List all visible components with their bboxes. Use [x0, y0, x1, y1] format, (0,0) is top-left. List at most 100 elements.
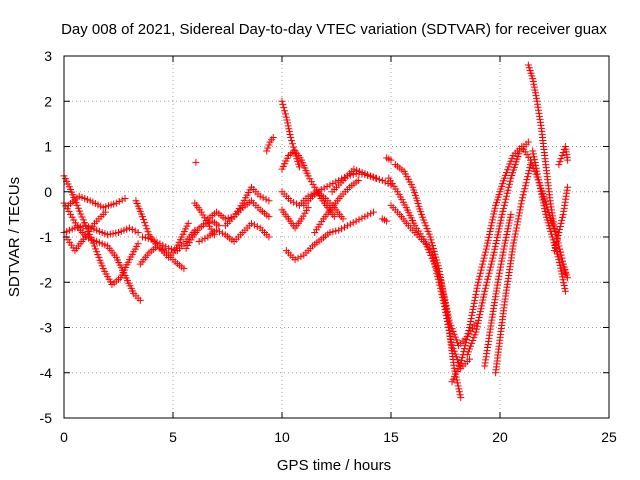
data-point — [564, 274, 572, 282]
data-point — [330, 213, 338, 221]
data-point — [477, 305, 485, 313]
series-track-31 — [481, 210, 515, 370]
data-point — [529, 150, 537, 158]
data-point — [195, 238, 203, 246]
data-point — [468, 311, 476, 319]
data-point — [429, 257, 437, 265]
x-tick-label: 5 — [169, 429, 177, 445]
series-track-23 — [328, 165, 380, 196]
data-point — [447, 339, 455, 347]
data-point — [367, 210, 375, 218]
data-point — [355, 216, 363, 224]
data-point — [375, 175, 383, 183]
series-track-3 — [64, 192, 129, 212]
data-point — [465, 324, 473, 331]
data-point — [265, 233, 273, 241]
data-point — [138, 213, 146, 221]
data-point — [558, 254, 566, 262]
data-point — [524, 173, 532, 181]
data-point — [73, 201, 81, 209]
data-point — [482, 245, 490, 253]
data-point — [339, 215, 347, 223]
data-point — [470, 302, 478, 310]
data-point — [502, 233, 510, 241]
data-point — [354, 176, 362, 184]
data-point — [510, 236, 518, 244]
data-point — [482, 281, 490, 289]
data-point — [485, 230, 493, 238]
data-point — [539, 196, 547, 204]
data-point — [323, 182, 331, 190]
data-point — [519, 191, 527, 199]
data-point — [512, 227, 520, 235]
data-point — [538, 193, 546, 201]
data-point — [142, 222, 150, 230]
data-layer — [60, 61, 572, 402]
data-point — [358, 214, 366, 222]
data-point — [501, 239, 509, 247]
data-point — [558, 216, 566, 224]
data-point — [332, 178, 340, 186]
data-point — [463, 336, 471, 344]
data-point — [291, 256, 299, 264]
data-point — [439, 293, 447, 301]
data-point — [457, 360, 465, 368]
data-point — [153, 238, 161, 246]
data-point — [555, 228, 563, 236]
data-point — [378, 176, 386, 184]
data-point — [282, 113, 290, 121]
data-point — [511, 233, 519, 241]
data-point — [264, 144, 272, 152]
data-point — [497, 263, 505, 271]
series-track-8 — [138, 226, 199, 255]
data-point — [453, 379, 461, 387]
data-point — [170, 246, 178, 254]
data-point — [553, 235, 561, 243]
data-point — [483, 242, 491, 250]
data-point — [213, 226, 221, 234]
data-point — [159, 241, 167, 249]
data-point — [502, 195, 510, 203]
data-point — [495, 272, 503, 280]
data-point — [496, 266, 504, 274]
series-track-19 — [278, 204, 312, 232]
data-point — [491, 245, 499, 253]
data-point — [510, 239, 518, 247]
data-point — [441, 305, 449, 313]
data-point — [265, 213, 273, 221]
data-point — [555, 259, 563, 267]
data-point — [505, 183, 513, 191]
data-point — [192, 158, 200, 166]
data-point — [526, 164, 534, 172]
data-point — [461, 342, 469, 350]
data-point — [466, 320, 474, 328]
data-point — [557, 219, 565, 227]
x-tick-label: 0 — [60, 429, 68, 445]
data-point — [285, 128, 293, 136]
y-tick-label: -1 — [40, 229, 53, 245]
data-point — [198, 236, 206, 244]
data-point — [553, 238, 561, 246]
data-point — [447, 336, 455, 344]
data-point — [440, 302, 448, 310]
data-point — [434, 275, 442, 283]
data-point — [281, 107, 289, 115]
data-point — [474, 281, 482, 289]
data-point — [227, 213, 235, 221]
data-point — [523, 176, 531, 184]
data-point — [564, 183, 572, 191]
data-point — [490, 210, 498, 218]
data-point — [458, 354, 466, 362]
data-point — [455, 385, 463, 393]
data-point — [427, 251, 435, 259]
data-point — [216, 228, 224, 236]
data-point — [472, 287, 480, 295]
data-point — [560, 279, 568, 287]
data-point — [346, 220, 354, 228]
data-point — [473, 284, 481, 292]
data-point — [456, 391, 464, 399]
data-point — [297, 253, 305, 261]
data-point — [184, 219, 192, 227]
data-point — [131, 227, 139, 235]
x-tick-label: 20 — [492, 429, 508, 445]
